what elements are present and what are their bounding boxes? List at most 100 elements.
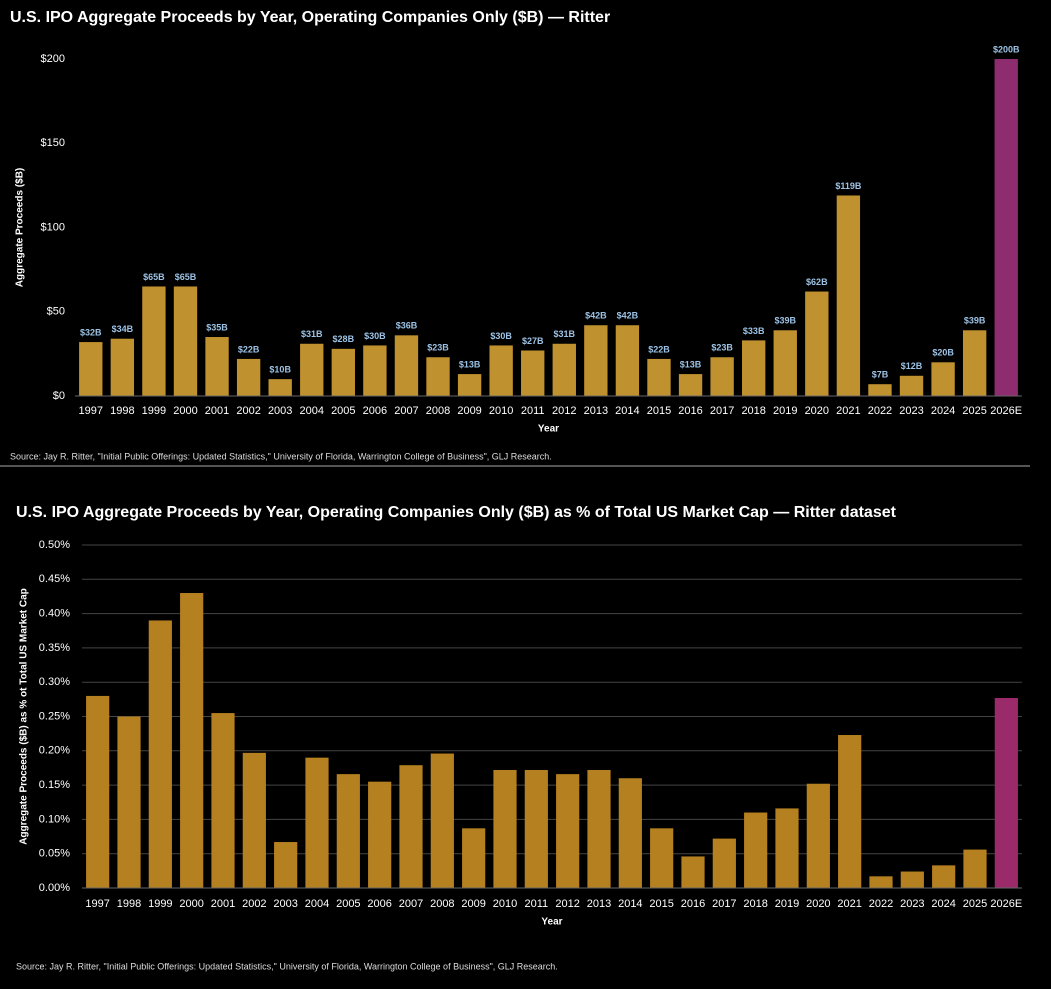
x-tick-label: 2022 <box>868 405 892 417</box>
x-axis-title: Year <box>541 917 562 928</box>
y-tick-label: 0.00% <box>39 882 70 894</box>
x-tick-label: 2003 <box>273 898 297 910</box>
bar <box>399 765 423 888</box>
data-label: $23B <box>427 343 449 353</box>
x-tick-label: 2012 <box>555 898 579 910</box>
data-label: $31B <box>301 329 323 339</box>
bar <box>274 842 298 888</box>
bar <box>836 195 861 396</box>
x-tick-label: 2017 <box>712 898 736 910</box>
data-label: $39B <box>964 316 986 326</box>
bar <box>647 358 671 396</box>
data-label: $23B <box>711 343 733 353</box>
x-tick-label: 2007 <box>399 898 423 910</box>
x-tick-label: 2013 <box>587 898 611 910</box>
x-tick-label: 2008 <box>426 405 450 417</box>
x-tick-label: 2026E <box>990 405 1022 417</box>
bar <box>236 358 261 396</box>
y-tick-label: 0.45% <box>39 573 70 585</box>
x-tick-label: 2008 <box>430 898 454 910</box>
bar <box>805 291 829 396</box>
bar <box>552 343 576 396</box>
bar <box>678 374 703 396</box>
data-label: $7B <box>872 370 889 380</box>
x-tick-label: 2006 <box>367 898 391 910</box>
bar <box>615 325 640 396</box>
bar <box>556 774 580 888</box>
x-tick-label: 2005 <box>331 405 355 417</box>
x-tick-label: 2003 <box>268 405 292 417</box>
x-tick-label: 2020 <box>806 898 830 910</box>
bar <box>426 357 450 396</box>
x-tick-label: 2005 <box>336 898 360 910</box>
x-tick-label: 2026E <box>990 898 1022 910</box>
bar <box>650 828 674 888</box>
y-tick-label: $0 <box>53 390 65 402</box>
bar <box>462 828 486 888</box>
bar <box>931 362 955 396</box>
data-label: $13B <box>680 359 702 369</box>
y-tick-label: 0.35% <box>39 642 70 654</box>
bar <box>521 350 545 396</box>
x-tick-label: 2015 <box>647 405 671 417</box>
bar <box>180 593 204 888</box>
x-tick-label: 1999 <box>142 405 166 417</box>
x-tick-label: 2014 <box>618 898 642 910</box>
x-tick-label: 2004 <box>305 898 329 910</box>
y-tick-label: $100 <box>41 221 65 233</box>
data-label: $12B <box>901 361 923 371</box>
bar <box>775 808 799 888</box>
bar <box>712 838 736 888</box>
data-label: $42B <box>617 311 639 321</box>
bar <box>242 752 266 888</box>
bar <box>932 865 956 888</box>
bar <box>489 345 513 396</box>
x-tick-label: 2010 <box>493 898 517 910</box>
data-label: $20B <box>932 348 954 358</box>
x-tick-label: 2018 <box>741 405 765 417</box>
bar <box>205 337 229 396</box>
x-tick-label: 2024 <box>931 898 955 910</box>
data-label: $39B <box>774 316 796 326</box>
x-tick-label: 2021 <box>836 405 860 417</box>
x-tick-label: 2006 <box>363 405 387 417</box>
x-tick-label: 2023 <box>899 405 923 417</box>
y-tick-label: $200 <box>41 53 65 65</box>
data-label: $65B <box>143 272 165 282</box>
data-label: $22B <box>238 344 260 354</box>
bar <box>742 340 766 396</box>
x-tick-label: 2019 <box>773 405 797 417</box>
chart-title: U.S. IPO Aggregate Proceeds by Year, Ope… <box>16 504 897 521</box>
x-tick-label: 2019 <box>775 898 799 910</box>
bar <box>838 735 862 888</box>
bar <box>430 753 454 888</box>
bar <box>681 856 705 888</box>
data-label: $33B <box>743 326 765 336</box>
bar <box>117 716 141 888</box>
x-tick-label: 2000 <box>173 405 197 417</box>
x-tick-label: 2014 <box>615 405 639 417</box>
x-tick-label: 2017 <box>710 405 734 417</box>
bar <box>900 871 924 888</box>
y-axis-title: Aggregate Proceeds ($B) <box>15 168 26 287</box>
data-label: $30B <box>490 331 512 341</box>
bar <box>493 770 517 888</box>
x-tick-label: 2009 <box>461 898 485 910</box>
bar <box>963 849 987 888</box>
y-tick-label: 0.20% <box>39 745 70 757</box>
data-label: $36B <box>396 321 418 331</box>
data-label: $22B <box>648 344 670 354</box>
x-tick-label: 1998 <box>110 405 134 417</box>
bar <box>300 343 324 396</box>
bar <box>336 774 360 888</box>
y-tick-label: 0.05% <box>39 848 70 860</box>
bar <box>869 876 893 888</box>
bar <box>744 812 768 888</box>
x-tick-label: 2025 <box>963 898 987 910</box>
bar <box>305 757 329 888</box>
y-tick-label: 0.15% <box>39 779 70 791</box>
x-tick-label: 2010 <box>489 405 513 417</box>
source-note: Source: Jay R. Ritter, "Initial Public O… <box>10 451 552 461</box>
bar <box>994 697 1018 888</box>
x-tick-label: 2025 <box>962 405 986 417</box>
